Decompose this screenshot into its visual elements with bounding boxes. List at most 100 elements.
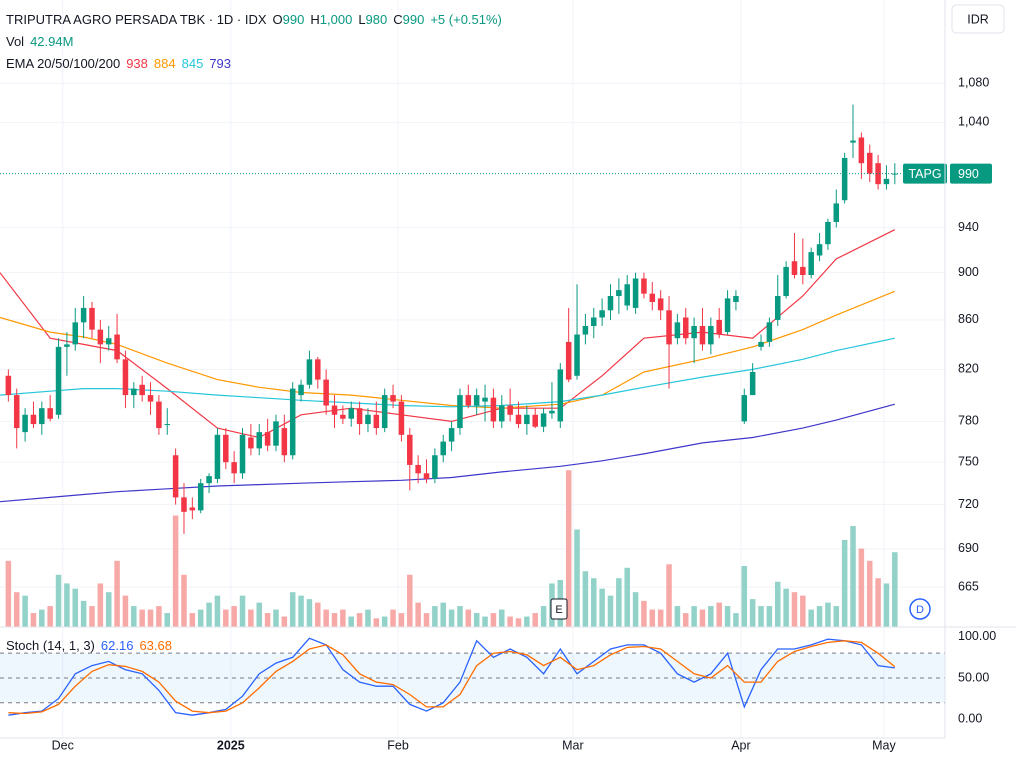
change: +5 (+0.51%) — [430, 12, 502, 27]
y-tick-label: 940 — [958, 220, 979, 234]
y-tick-label: 750 — [958, 454, 979, 468]
volume-bar — [766, 606, 773, 627]
earnings-marker[interactable] — [550, 598, 568, 620]
candle-body — [423, 473, 430, 479]
volume-bar — [432, 606, 438, 627]
volume-bar — [708, 606, 714, 627]
candle-body — [315, 359, 321, 380]
volume-bar — [674, 606, 681, 627]
title: TRIPUTRA AGRO PERSADA TBK · 1D · IDX — [6, 12, 267, 27]
volume-bar — [666, 564, 672, 627]
candle-body — [231, 462, 237, 474]
volume-bar — [289, 592, 296, 627]
volume-bar — [616, 578, 622, 627]
volume-bar — [691, 606, 697, 627]
ema-value: 938 — [126, 56, 148, 71]
volume-bar — [306, 599, 313, 627]
volume-bar — [657, 609, 664, 627]
candle-body — [758, 341, 764, 347]
candle-body — [365, 414, 371, 425]
candle-body — [30, 414, 37, 425]
candle-body — [415, 464, 421, 474]
volume-bar — [390, 609, 396, 627]
volume-bar — [30, 613, 37, 627]
candle-body — [256, 432, 263, 449]
candle-body — [716, 319, 722, 335]
candle-body — [323, 379, 329, 406]
volume-bar — [122, 595, 129, 627]
volume-bar — [131, 606, 137, 627]
volume-bar — [758, 606, 764, 627]
candle-body — [131, 388, 137, 396]
x-tick-label: May — [872, 738, 896, 752]
volume-bar — [164, 613, 171, 627]
candle-body — [147, 395, 154, 402]
volume-bar — [682, 613, 689, 627]
volume-bar — [373, 618, 380, 627]
volume-bar — [473, 613, 480, 627]
candle-body — [22, 414, 28, 433]
x-tick-label: Feb — [387, 738, 409, 752]
ohlc-field: C990 — [393, 12, 424, 27]
volume-bar — [733, 613, 739, 627]
stoch-title: Stoch (14, 1, 3) — [6, 638, 95, 653]
candle-body — [80, 307, 87, 323]
volume-bar — [649, 609, 656, 627]
candle-body — [816, 244, 823, 256]
candle-body — [565, 341, 572, 380]
candle-body — [616, 290, 622, 297]
volume-bar — [206, 602, 212, 627]
volume-bar — [591, 578, 597, 627]
volume-bar — [540, 606, 547, 627]
candle-body — [248, 437, 254, 449]
y-tick-label: 50.00 — [958, 670, 989, 684]
volume-bar — [457, 606, 463, 627]
volume-bar — [89, 606, 95, 627]
volume-bar — [356, 613, 363, 627]
earnings-label: E — [555, 604, 562, 616]
candle-body — [649, 293, 656, 302]
volume-bar — [298, 595, 304, 627]
y-tick-label: 1,040 — [958, 115, 989, 129]
volume-bar — [114, 560, 120, 627]
candle-body — [398, 401, 405, 435]
volume-bar — [281, 616, 288, 627]
legend: TRIPUTRA AGRO PERSADA TBK · 1D · IDX O990… — [6, 9, 508, 75]
candle-body — [440, 441, 446, 456]
ema-value: 793 — [209, 56, 232, 71]
candle-body — [348, 408, 354, 419]
volume-bar — [883, 583, 890, 627]
symbol-label: TAPG — [908, 167, 941, 181]
volume-bar — [181, 574, 187, 627]
volume-bar — [724, 606, 731, 627]
currency-button[interactable] — [951, 4, 1005, 34]
y-tick-label: 900 — [958, 265, 979, 279]
volume-bar — [825, 602, 831, 627]
ema-row: EMA 20/50/100/200 938 884 845 793 — [6, 53, 508, 75]
x-tick-label: Mar — [562, 738, 584, 752]
volume-bar — [39, 609, 45, 627]
candle-body — [875, 163, 881, 185]
y-tick-label: 100.00 — [958, 629, 996, 643]
candle-body — [457, 395, 463, 429]
candle-body — [239, 434, 246, 474]
candle-body — [632, 278, 639, 308]
ema-line — [0, 290, 896, 409]
candle-body — [97, 329, 104, 345]
volume-bar — [381, 616, 388, 627]
volume-bar — [448, 609, 455, 627]
volume-bar — [189, 613, 196, 627]
x-tick-label: 2025 — [217, 738, 245, 752]
ema-value: 845 — [181, 56, 204, 71]
volume-bar — [524, 616, 530, 627]
volume-bar — [816, 606, 823, 627]
candle-body — [172, 455, 179, 498]
volume-bar — [699, 609, 706, 627]
dividend-marker[interactable] — [909, 598, 931, 620]
volume-bar — [273, 609, 279, 627]
candle-body — [64, 344, 70, 347]
stoch-legend: Stoch (14, 1, 3) 62.16 63.68 — [6, 638, 178, 653]
candle-body — [574, 334, 580, 376]
ohlc-value: 980 — [365, 12, 388, 27]
candle-body — [591, 317, 597, 326]
